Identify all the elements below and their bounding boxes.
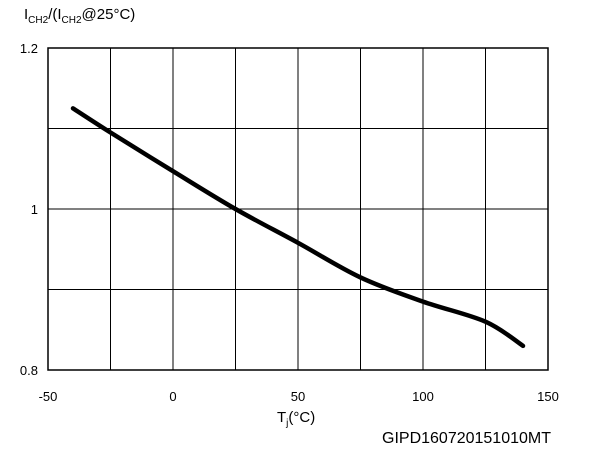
x-tick-label-3: 100 [412, 389, 434, 404]
y-tick-label-2: 1.2 [20, 41, 38, 56]
y-tick-label-0: 0.8 [20, 363, 38, 378]
x-tick-label-1: 0 [169, 389, 176, 404]
plot-frame [47, 47, 549, 371]
figure-id: GIPD160720151010MT [382, 430, 551, 447]
x-axis-label: Tj(°C) [277, 409, 316, 429]
x-tick-label-4: 150 [537, 389, 559, 404]
y-axis-label: ICH2/(ICH2@25°C) [24, 6, 136, 26]
y-tick-label-1: 1 [31, 202, 38, 217]
x-tick-label-2: 50 [291, 389, 305, 404]
series-line-0 [70, 106, 526, 349]
x-tick-label-0: -50 [39, 389, 58, 404]
